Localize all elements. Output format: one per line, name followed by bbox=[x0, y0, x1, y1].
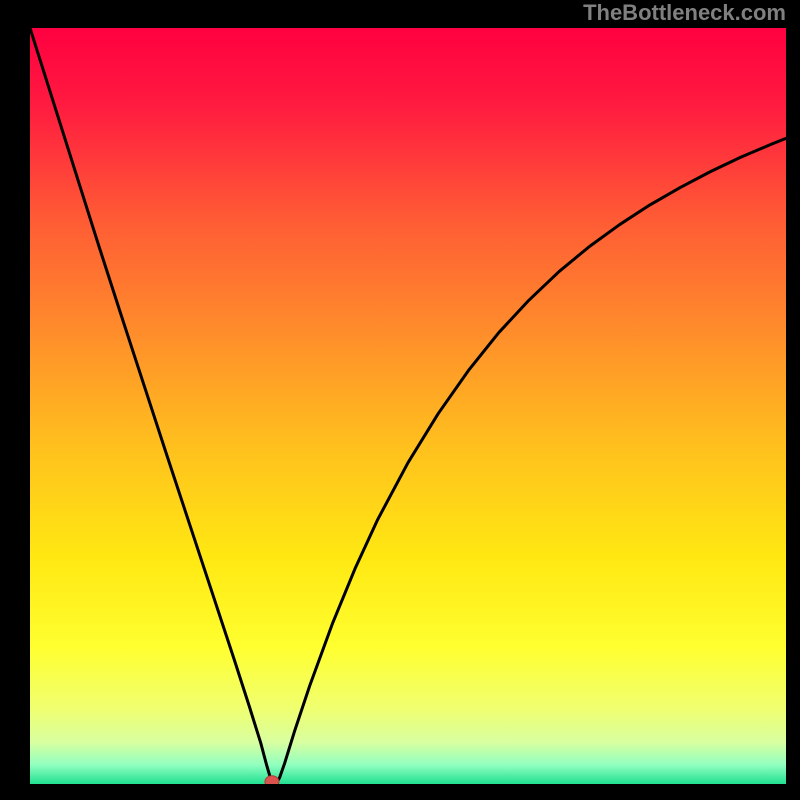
bottleneck-chart bbox=[0, 0, 800, 800]
attribution-text: TheBottleneck.com bbox=[583, 0, 786, 26]
chart-background-gradient bbox=[30, 28, 786, 784]
